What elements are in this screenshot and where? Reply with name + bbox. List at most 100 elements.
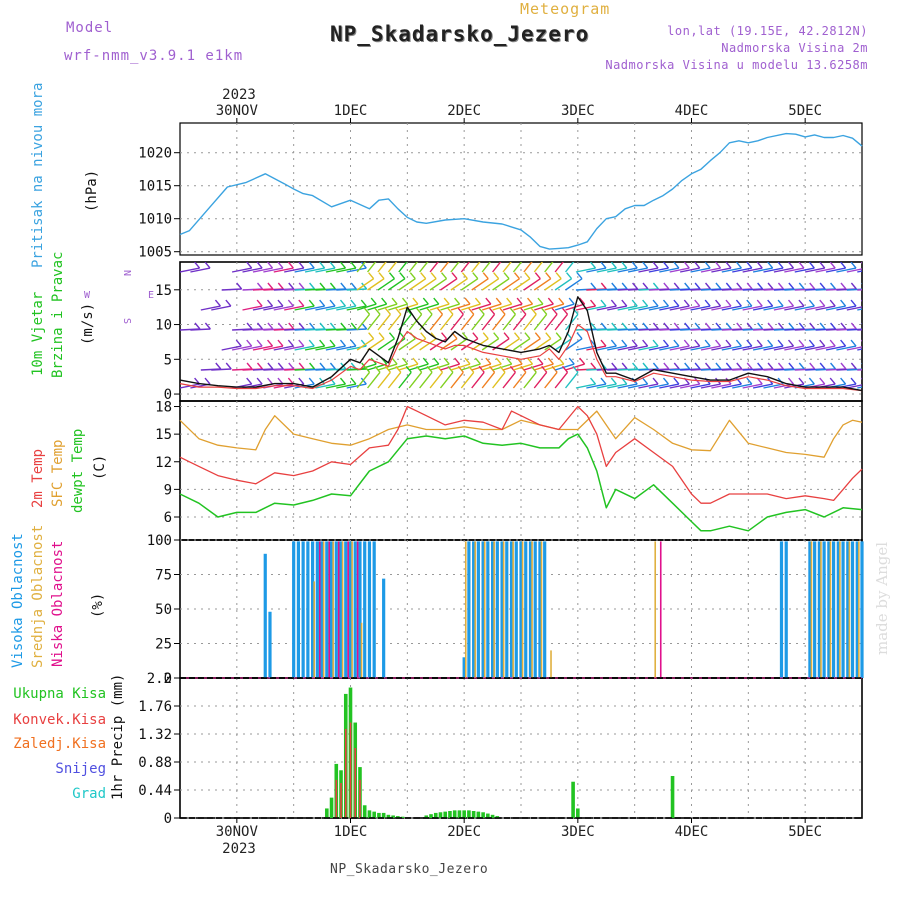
cloud-bar — [540, 541, 543, 678]
wind-barb-flag — [725, 282, 732, 290]
wind-barb-flag — [195, 363, 200, 369]
wind-barb-flag — [642, 362, 649, 370]
time-label-top: 2DEC — [447, 103, 481, 119]
cloud-bar — [329, 541, 334, 678]
wind-barb — [825, 345, 846, 351]
wind-barb — [429, 278, 447, 291]
wind-barb — [638, 345, 659, 351]
wind-barb — [617, 383, 638, 389]
wind-barb-flag — [725, 262, 732, 269]
wind-barb — [564, 262, 575, 273]
wind-barb — [690, 345, 711, 351]
wind-barb — [523, 338, 541, 351]
wind-barb — [231, 345, 252, 351]
wind-barb-flag — [704, 262, 711, 269]
wind-barb — [460, 278, 479, 291]
wind-barb — [554, 313, 569, 331]
wind-barb — [752, 383, 773, 389]
wind-barb — [773, 345, 794, 351]
wind-barb — [211, 305, 231, 311]
wind-barb — [794, 345, 815, 351]
legend-total-rain: Ukupna Kisa — [13, 686, 106, 702]
wind-barb-flag — [767, 322, 774, 330]
wind-barb — [544, 303, 564, 311]
wind-barb — [377, 313, 391, 331]
wind-barb-flag — [226, 340, 231, 346]
wind-barb-flag — [809, 282, 816, 290]
wind-barb-flag — [551, 365, 558, 373]
wind-barb-flag — [350, 262, 357, 269]
wind-barb-flag — [642, 322, 649, 330]
wind-barb-flag — [472, 332, 479, 340]
wind-barb-flag — [572, 365, 579, 373]
wind-barb-flag — [798, 262, 805, 269]
wind-barb-flag — [715, 282, 722, 290]
wind-barb-flag — [391, 297, 398, 305]
wind-barb — [523, 313, 537, 331]
wind-barb-flag — [350, 299, 357, 307]
y-tick-label: 12 — [155, 455, 172, 471]
wind-barb-flag — [454, 297, 461, 305]
wind-barb-flag — [746, 282, 753, 290]
cloud-bar — [543, 541, 547, 678]
wind-barb — [846, 306, 862, 311]
wind-barb — [721, 305, 742, 311]
wind-barb — [252, 345, 273, 351]
precip-bar — [377, 812, 381, 818]
wind-barb-flag — [632, 362, 639, 370]
cloud-bar — [351, 541, 353, 678]
wind-barb — [617, 305, 638, 311]
wind-barb — [857, 308, 862, 311]
wind-barb — [439, 313, 454, 331]
wind-barb — [825, 267, 846, 273]
wind-barb — [284, 345, 304, 351]
time-label-bottom: 30NOV — [216, 824, 259, 840]
elevation-label: Nadmorska Visina 2m — [721, 41, 868, 55]
wind-barb — [242, 305, 263, 311]
precip-bar — [481, 812, 485, 818]
time-label-top: 5DEC — [788, 103, 822, 119]
cloud-bar — [860, 541, 864, 678]
wind-barb — [721, 383, 742, 389]
wind-barb-flag — [464, 297, 471, 305]
wind-barb — [387, 278, 406, 291]
wind-barb-flag — [443, 297, 450, 305]
wind-barb-flag — [715, 362, 722, 370]
cloud-bar — [337, 541, 340, 678]
wind-barb-flag — [520, 365, 527, 373]
wind-barb — [638, 305, 659, 311]
wind-barb-flag — [673, 339, 680, 347]
wind-barb-flag — [746, 299, 753, 307]
wind-barb — [325, 305, 346, 311]
wind-barb — [565, 363, 585, 371]
wind-barb-flag — [495, 297, 502, 305]
wind-barb-flag — [339, 262, 347, 269]
wind-barb-flag — [568, 357, 575, 365]
wind-barb — [398, 278, 416, 291]
wind-barb-flag — [704, 362, 712, 370]
wind-barb — [367, 278, 385, 291]
wind-barb — [784, 345, 805, 351]
wind-barb — [669, 267, 690, 273]
wind-barb-flag — [673, 299, 680, 307]
wind-barb — [242, 267, 263, 273]
wind-barb-flag — [830, 362, 837, 370]
wind-barb-flag — [364, 365, 371, 373]
wind-barb-flag — [746, 262, 753, 269]
wind-barb — [315, 267, 336, 273]
wind-barb — [721, 345, 742, 351]
wind-barb-flag — [735, 339, 742, 347]
wind-barb-flag — [246, 262, 253, 269]
y-tick-label: 0 — [164, 387, 172, 403]
wind-barb-flag — [736, 282, 743, 290]
y-tick-label: 1.32 — [138, 727, 172, 743]
wind-barb — [471, 363, 492, 371]
wind-barb-flag — [642, 299, 649, 307]
wind-barb-flag — [558, 297, 565, 305]
wind-barb — [502, 313, 516, 331]
wind-barb-flag — [360, 299, 367, 307]
wind-barb — [815, 267, 836, 273]
wind-barb-flag — [204, 377, 211, 385]
wind-speed-line — [179, 296, 863, 392]
wind-barb — [481, 338, 500, 351]
